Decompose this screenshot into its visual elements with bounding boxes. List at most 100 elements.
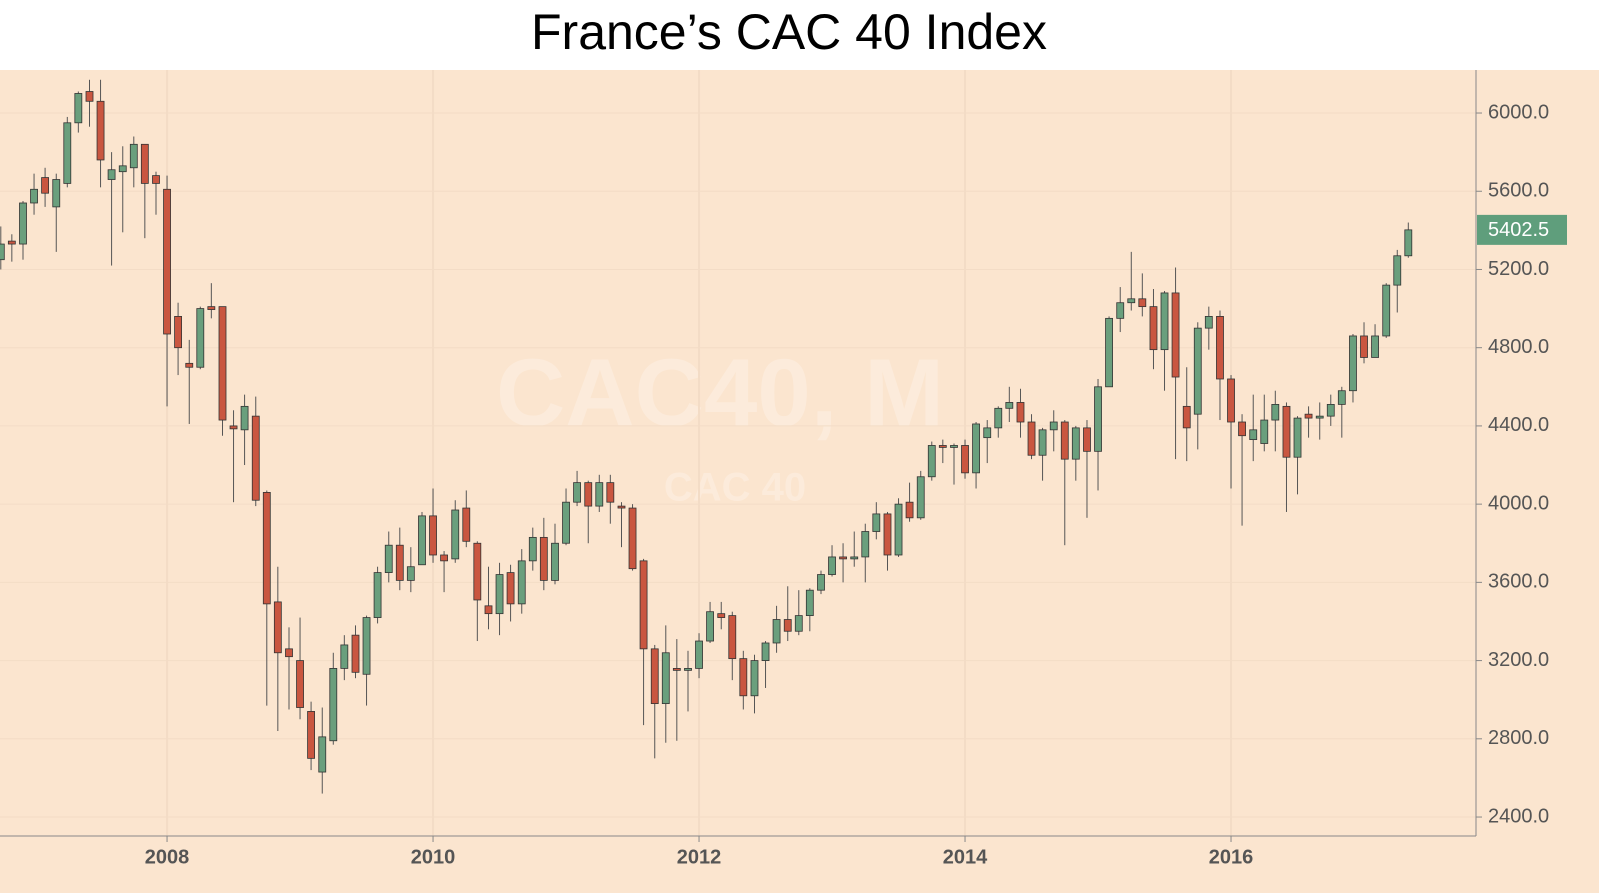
chart-title: France’s CAC 40 Index [531,4,1047,60]
candle-body [52,179,61,208]
y-tick-label: 4800.0 [1488,336,1549,358]
candle-body [1315,415,1324,419]
candle-body [595,482,604,507]
x-tick-label: 2010 [411,846,456,868]
candle-body [783,619,792,632]
candle-body [1260,419,1269,444]
candle-body [285,648,293,658]
candle-body [329,668,338,742]
last-price-label: 5402.5 [1488,219,1549,241]
candle-body [684,668,692,671]
candle-body [262,492,271,605]
candle-body [927,445,936,478]
candle-body [107,169,116,180]
candle-body [1360,335,1368,358]
y-tick-label: 3200.0 [1488,649,1549,671]
y-tick-label: 2400.0 [1488,805,1549,827]
candle-body [905,501,914,519]
candle-body [218,306,227,421]
candle-body [850,556,859,560]
candle-body [1005,402,1014,409]
candle-body [251,415,260,501]
candle-body [484,605,493,615]
candle-body [185,362,194,368]
candle-body [362,617,371,675]
candle-body [273,601,282,654]
y-tick-label: 4400.0 [1488,414,1549,436]
candle-body [628,507,637,570]
candle-body [462,507,471,542]
candle-body [650,648,659,705]
last-price-box [1477,214,1567,245]
candle-body [229,425,238,430]
candle-body [1382,284,1391,337]
candle-body [817,574,825,591]
candle-body [1337,390,1346,405]
candle-body [30,188,38,204]
title-background [0,0,1599,70]
candle-body [661,652,670,705]
x-tick-label: 2016 [1209,846,1254,868]
candle-body [41,177,49,194]
candle-body [140,143,149,184]
candle-body [839,556,847,560]
candle-body [63,122,72,184]
candle-body [1138,298,1147,308]
candle-body [85,91,94,102]
candle-body [1371,335,1379,358]
candle-body [972,423,980,474]
axes: 2400.0 2800.0 3200.0 3600.0 4000.0 4400.0 4800… [145,101,1567,868]
candle-body [872,513,881,532]
candle-body [639,560,648,650]
candle-body [1071,427,1080,460]
candle-body [728,615,737,660]
candle-body [296,660,304,708]
candle-body [174,316,182,349]
candle-body [761,642,770,661]
candle-body [1393,255,1402,286]
candle-body [717,613,726,618]
candle-body [1282,405,1291,458]
candle-body [539,536,548,581]
candle-body [451,509,460,560]
candle-body [584,482,593,507]
candle-body [706,611,714,642]
candle-body [517,560,526,605]
candle-body [805,589,814,617]
candle-body [695,640,703,669]
candle-body [1404,229,1413,257]
candle-body [1349,335,1357,392]
candle-body [528,536,537,562]
candle-body [1293,417,1302,458]
candle-body [772,619,781,644]
candle-body [118,165,127,173]
plot-background [0,70,1599,893]
y-tick-label: 5600.0 [1488,180,1549,202]
candle-body [418,515,426,566]
candle-body [551,542,559,581]
candle-body [196,308,205,368]
candle-body [240,405,249,431]
candle-body [617,505,626,509]
candle-body [672,668,681,671]
candle-body [440,554,448,562]
candle-body [894,503,903,556]
x-tick-label: 2012 [677,846,722,868]
candle-body [0,243,5,261]
candle-body [74,93,83,124]
candle-body [1116,302,1125,319]
y-tick-label: 5200.0 [1488,258,1549,280]
candle-body [96,100,105,161]
candle-body [1160,292,1169,351]
candle-body [1149,306,1158,351]
candle-body [429,515,437,556]
candle-body [1049,421,1058,431]
candle-body [384,544,393,573]
candle-body [573,482,581,503]
candle-body [1105,317,1113,388]
candle-body [207,306,216,310]
candle-body [395,544,404,581]
candle-body [938,445,947,448]
